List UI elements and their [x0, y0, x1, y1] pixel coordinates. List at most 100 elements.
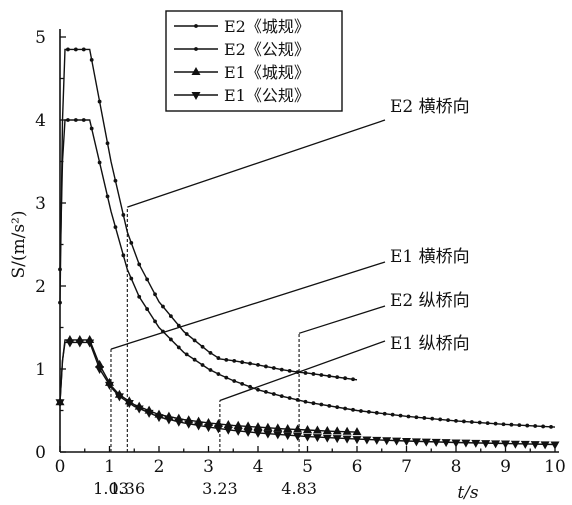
data-point — [327, 403, 332, 408]
data-point — [168, 337, 173, 342]
data-point — [293, 432, 303, 441]
data-point — [517, 423, 522, 428]
legend: E2《城规》 E2《公规》 E1《城规》 E1《公规》 — [165, 10, 343, 112]
legend-label: E1《公规》 — [224, 86, 310, 105]
data-point — [66, 47, 70, 52]
data-point — [351, 407, 355, 412]
data-point — [491, 440, 501, 449]
data-point — [224, 375, 229, 380]
data-point — [312, 434, 322, 443]
data-point — [359, 409, 363, 413]
annotations: E2 横桥向 E1 横桥向 E2 纵桥向 E1 纵桥向 — [110, 97, 470, 402]
data-point — [105, 381, 114, 390]
data-point — [271, 366, 276, 370]
x-tick-label: 7 — [401, 457, 412, 477]
data-point — [366, 409, 371, 414]
data-point — [406, 414, 411, 419]
data-point — [352, 436, 362, 445]
y-tick-label: 1 — [35, 360, 46, 380]
data-point — [446, 418, 450, 423]
series-4 — [55, 339, 560, 450]
data-point — [295, 397, 300, 402]
data-point — [471, 439, 481, 448]
data-point — [184, 420, 194, 429]
data-point — [81, 118, 86, 122]
data-point — [402, 438, 411, 447]
data-point — [95, 366, 105, 374]
y-tick-label: 5 — [35, 28, 46, 48]
x-tick-label: 3 — [203, 457, 214, 477]
data-point — [145, 277, 150, 282]
data-point — [223, 419, 233, 428]
legend-label: E1《城规》 — [224, 63, 310, 82]
data-point — [65, 339, 75, 348]
data-point — [530, 441, 540, 450]
data-point — [322, 426, 332, 435]
data-point — [253, 429, 263, 438]
axes: 0 1 2 3 4 5 6 7 8 9 10 0 1 2 3 4 5 S/(m/s²) t/s 1.031.36 3.2… — [9, 28, 566, 503]
data-point — [105, 194, 110, 199]
data-point — [352, 427, 362, 436]
data-point — [273, 423, 283, 432]
data-point — [263, 430, 273, 439]
annotation-leader-line — [219, 340, 386, 402]
data-point — [451, 439, 461, 448]
data-point — [540, 441, 550, 450]
data-point — [95, 359, 105, 368]
data-point — [200, 344, 205, 349]
data-point — [382, 437, 392, 446]
data-point — [176, 345, 181, 350]
data-point — [461, 439, 471, 448]
series-2 — [58, 118, 556, 429]
data-point — [422, 416, 427, 420]
legend-entry: E1《城规》 — [174, 63, 310, 82]
data-point — [374, 410, 379, 415]
data-point — [137, 262, 142, 267]
data-point — [319, 373, 324, 377]
data-point — [462, 419, 466, 424]
legend-marker — [191, 92, 201, 100]
y-tick-label: 4 — [35, 111, 46, 131]
data-point — [213, 425, 223, 434]
data-point — [263, 422, 273, 431]
data-point — [240, 360, 245, 365]
data-point — [97, 160, 102, 165]
x-tick-label: 0 — [55, 457, 66, 477]
data-point — [161, 304, 165, 309]
data-point — [481, 440, 491, 449]
data-point — [137, 294, 142, 299]
data-point — [372, 436, 382, 445]
data-point — [322, 434, 332, 443]
data-point — [200, 363, 205, 367]
data-point — [184, 352, 189, 357]
data-point — [129, 240, 134, 245]
data-point — [332, 426, 342, 435]
data-point — [319, 402, 324, 407]
data-point — [223, 426, 233, 435]
data-point — [335, 375, 340, 380]
annotation-leader-line — [110, 261, 386, 350]
legend-label: E2《公规》 — [224, 40, 310, 59]
data-point — [293, 424, 303, 433]
data-point — [342, 426, 352, 435]
data-point — [311, 401, 316, 406]
data-point — [520, 440, 530, 449]
series-3 — [55, 334, 362, 436]
data-point — [485, 421, 490, 426]
data-point — [174, 418, 184, 427]
data-point — [382, 411, 387, 416]
data-point — [303, 433, 312, 442]
data-point — [243, 428, 253, 437]
data-point — [541, 424, 546, 429]
data-point — [398, 413, 403, 418]
data-point — [192, 357, 197, 362]
x-axis-label: t/s — [457, 483, 479, 503]
data-point — [248, 361, 252, 366]
data-point — [273, 431, 283, 440]
period-mark-label: 4.83 — [281, 479, 317, 498]
data-point — [390, 412, 395, 417]
data-point — [204, 424, 213, 433]
legend-entry: E2《城规》 — [174, 17, 310, 36]
data-point — [121, 213, 126, 217]
data-point — [164, 416, 174, 425]
